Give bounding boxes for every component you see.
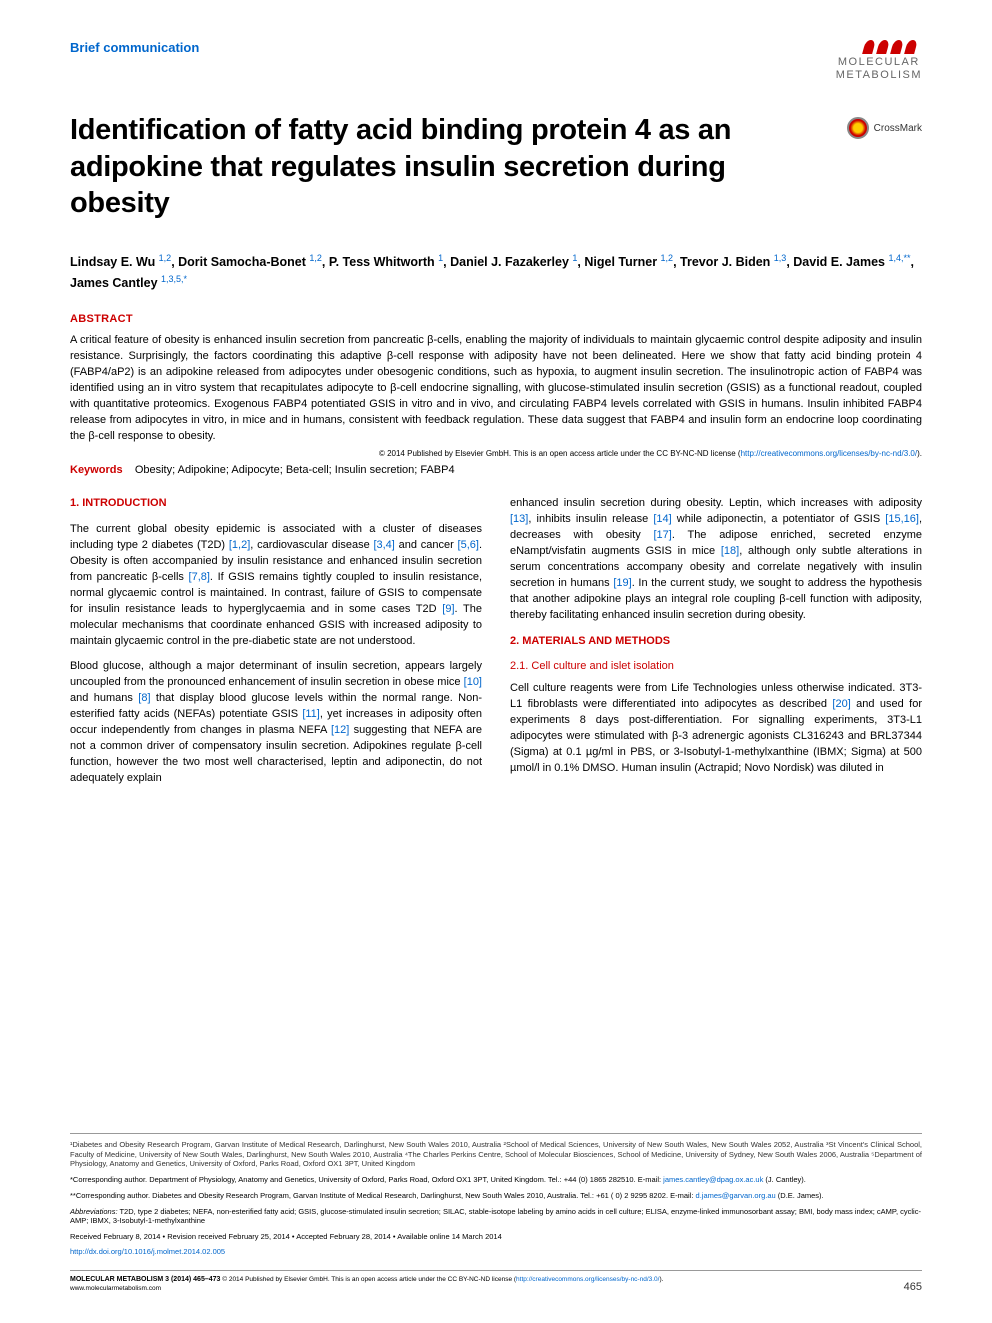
t: enhanced insulin secretion during obesit… bbox=[510, 497, 922, 509]
bottom-bar: MOLECULAR METABOLISM 3 (2014) 465–473 © … bbox=[70, 1270, 922, 1293]
footer-citation: MOLECULAR METABOLISM 3 (2014) 465–473 © … bbox=[70, 1275, 663, 1293]
logo-icon bbox=[836, 40, 922, 54]
ref-link[interactable]: [19] bbox=[613, 577, 631, 589]
section-label: Brief communication bbox=[70, 40, 199, 55]
intro-p1: The current global obesity epidemic is a… bbox=[70, 522, 482, 650]
t: and humans bbox=[70, 692, 138, 704]
methods-heading: 2. MATERIALS AND METHODS bbox=[510, 634, 922, 650]
crossmark-icon bbox=[847, 117, 869, 139]
keywords-values: Obesity; Adipokine; Adipocyte; Beta-cell… bbox=[135, 464, 455, 476]
corresponding-1: *Corresponding author. Department of Phy… bbox=[70, 1175, 922, 1185]
header-row: Brief communication MOLECULAR METABOLISM bbox=[70, 40, 922, 82]
license-link[interactable]: http://creativecommons.org/licenses/by-n… bbox=[741, 449, 918, 458]
right-column: enhanced insulin secretion during obesit… bbox=[510, 496, 922, 797]
t: , cardiovascular disease bbox=[250, 539, 373, 551]
journal-name-line1: MOLECULAR bbox=[836, 56, 922, 69]
ref-link[interactable]: [20] bbox=[832, 698, 850, 710]
ref-link[interactable]: [12] bbox=[331, 724, 349, 736]
ref-link[interactable]: [5,6] bbox=[458, 539, 479, 551]
intro-p2: Blood glucose, although a major determin… bbox=[70, 659, 482, 787]
divider bbox=[70, 1133, 922, 1134]
article-title: Identification of fatty acid binding pro… bbox=[70, 112, 750, 221]
journal-logo: MOLECULAR METABOLISM bbox=[836, 40, 922, 82]
crossmark-label: CrossMark bbox=[874, 123, 922, 134]
ref-link[interactable]: [13] bbox=[510, 513, 528, 525]
ref-link[interactable]: [10] bbox=[464, 676, 482, 688]
abstract-text: A critical feature of obesity is enhance… bbox=[70, 333, 922, 445]
left-column: 1. INTRODUCTION The current global obesi… bbox=[70, 496, 482, 797]
ref-link[interactable]: [7,8] bbox=[189, 571, 210, 583]
intro-heading: 1. INTRODUCTION bbox=[70, 496, 482, 512]
page-number: 465 bbox=[904, 1281, 922, 1293]
authors-list: Lindsay E. Wu 1,2, Dorit Samocha-Bonet 1… bbox=[70, 251, 922, 293]
abbrev-text: T2D, type 2 diabetes; NEFA, non-esterifi… bbox=[70, 1207, 921, 1226]
body-columns: 1. INTRODUCTION The current global obesi… bbox=[70, 496, 922, 797]
affiliations: ¹Diabetes and Obesity Research Program, … bbox=[70, 1140, 922, 1169]
abbrev-label: Abbreviations: bbox=[70, 1207, 118, 1216]
email-link[interactable]: d.james@garvan.org.au bbox=[696, 1191, 776, 1200]
t: and cancer bbox=[395, 539, 458, 551]
keywords-label: Keywords bbox=[70, 464, 123, 476]
footer-copyright: © 2014 Published by Elsevier GmbH. This … bbox=[220, 1276, 516, 1283]
ref-link[interactable]: [9] bbox=[442, 603, 454, 615]
email-link[interactable]: james.cantley@dpag.ox.ac.uk bbox=[663, 1175, 763, 1184]
license-prefix: © 2014 Published by Elsevier GmbH. This … bbox=[379, 449, 741, 458]
keywords-row: Keywords Obesity; Adipokine; Adipocyte; … bbox=[70, 464, 922, 476]
t: while adiponectin, a potentiator of GSIS bbox=[672, 513, 886, 525]
ref-link[interactable]: [14] bbox=[653, 513, 671, 525]
title-row: Identification of fatty acid binding pro… bbox=[70, 112, 922, 221]
ref-link[interactable]: [11] bbox=[302, 708, 320, 720]
abbreviations: Abbreviations: T2D, type 2 diabetes; NEF… bbox=[70, 1207, 922, 1227]
dates-line: Received February 8, 2014 • Revision rec… bbox=[70, 1232, 922, 1241]
crossmark-badge[interactable]: CrossMark bbox=[847, 117, 922, 139]
t: (J. Cantley). bbox=[763, 1175, 806, 1184]
journal-name-line2: METABOLISM bbox=[836, 69, 922, 82]
corresponding-2: **Corresponding author. Diabetes and Obe… bbox=[70, 1191, 922, 1201]
keywords-text bbox=[126, 464, 135, 476]
footer-copyright-end: ). bbox=[659, 1276, 663, 1283]
ref-link[interactable]: [1,2] bbox=[229, 539, 250, 551]
t: Blood glucose, although a major determin… bbox=[70, 660, 482, 688]
t: , inhibits insulin release bbox=[528, 513, 653, 525]
t: (D.E. James). bbox=[776, 1191, 824, 1200]
t: *Corresponding author. Department of Phy… bbox=[70, 1175, 663, 1184]
license-suffix: ). bbox=[917, 449, 922, 458]
abstract-heading: ABSTRACT bbox=[70, 313, 922, 325]
doi-link[interactable]: http://dx.doi.org/10.1016/j.molmet.2014.… bbox=[70, 1247, 922, 1256]
methods-p1: Cell culture reagents were from Life Tec… bbox=[510, 681, 922, 777]
intro-cont: enhanced insulin secretion during obesit… bbox=[510, 496, 922, 624]
ref-link[interactable]: [8] bbox=[138, 692, 150, 704]
footer-block: ¹Diabetes and Obesity Research Program, … bbox=[70, 1127, 922, 1293]
footer-journal: MOLECULAR METABOLISM 3 (2014) 465–473 bbox=[70, 1276, 220, 1283]
ref-link[interactable]: [3,4] bbox=[373, 539, 394, 551]
ref-link[interactable]: [15,16] bbox=[885, 513, 919, 525]
footer-cc-link[interactable]: http://creativecommons.org/licenses/by-n… bbox=[516, 1276, 659, 1283]
ref-link[interactable]: [18] bbox=[721, 545, 739, 557]
t: **Corresponding author. Diabetes and Obe… bbox=[70, 1191, 696, 1200]
methods-sub1: 2.1. Cell culture and islet isolation bbox=[510, 659, 922, 675]
license-line: © 2014 Published by Elsevier GmbH. This … bbox=[70, 449, 922, 458]
ref-link[interactable]: [17] bbox=[653, 529, 671, 541]
footer-www[interactable]: www.molecularmetabolism.com bbox=[70, 1285, 161, 1292]
